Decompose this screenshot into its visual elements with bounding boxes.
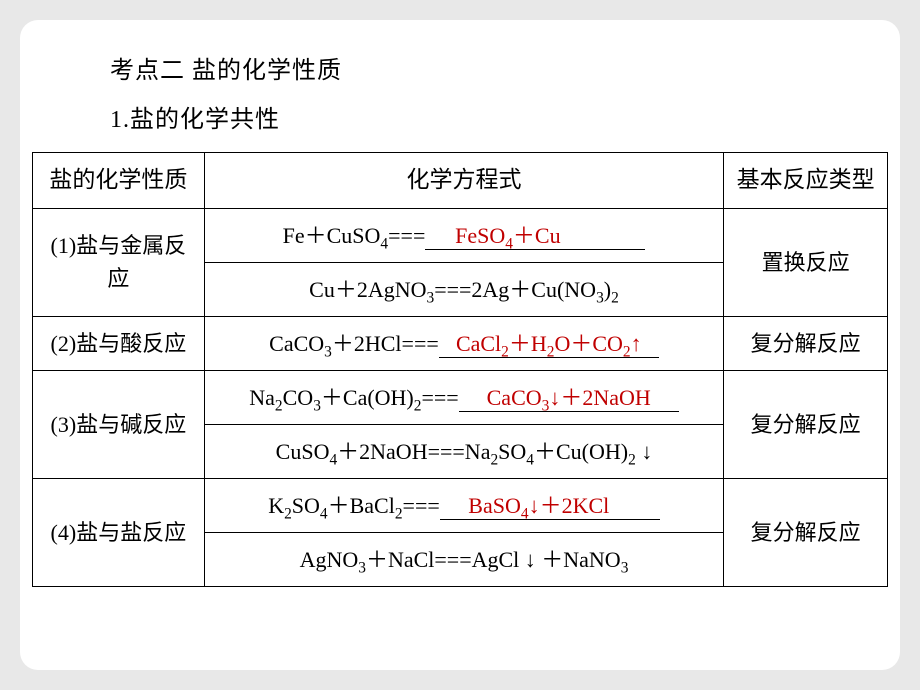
topic-heading: 考点二 盐的化学性质 xyxy=(110,50,900,85)
equation-cell: Cu＋2AgNO3===2Ag＋Cu(NO3)2 xyxy=(204,262,723,316)
type-cell: 复分解反应 xyxy=(724,316,888,370)
property-cell: (1)盐与金属反应 xyxy=(33,208,205,316)
table-row: (1)盐与金属反应 Fe＋CuSO4===FeSO4＋Cu 置换反应 xyxy=(33,208,888,262)
answer-blank: CaCO3↓＋2NaOH xyxy=(459,385,679,412)
property-cell: (3)盐与碱反应 xyxy=(33,370,205,478)
chemistry-table: 盐的化学性质 化学方程式 基本反应类型 (1)盐与金属反应 Fe＋CuSO4==… xyxy=(32,152,888,587)
table-row: (4)盐与盐反应 K2SO4＋BaCl2===BaSO4↓＋2KCl 复分解反应 xyxy=(33,478,888,532)
header-property: 盐的化学性质 xyxy=(33,153,205,209)
equation-prefix: K2SO4＋BaCl2=== xyxy=(268,493,440,518)
type-cell: 置换反应 xyxy=(724,208,888,316)
equation-cell: K2SO4＋BaCl2=== BaSO4↓＋2KCl xyxy=(204,478,723,532)
equation-cell: Fe＋CuSO4=== FeSO4＋Cu xyxy=(204,208,723,262)
answer-text: FeSO4＋Cu xyxy=(455,223,561,248)
answer-text: BaSO4↓＋2KCl xyxy=(468,493,609,518)
type-cell: 复分解反应 xyxy=(724,370,888,478)
sub-heading: 1.盐的化学共性 xyxy=(110,99,900,134)
answer-text: CaCO3↓＋2NaOH xyxy=(487,385,651,410)
equation-cell: CaCO3＋2HCl=== CaCl2＋H2O＋CO2↑ xyxy=(204,316,723,370)
header-equation: 化学方程式 xyxy=(204,153,723,209)
equation-cell: CuSO4＋2NaOH===Na2SO4＋Cu(OH)2 ↓ xyxy=(204,424,723,478)
type-cell: 复分解反应 xyxy=(724,478,888,586)
equation-prefix: Fe＋CuSO4=== xyxy=(283,223,426,248)
property-cell: (2)盐与酸反应 xyxy=(33,316,205,370)
answer-blank: BaSO4↓＋2KCl xyxy=(440,493,660,520)
property-cell: (4)盐与盐反应 xyxy=(33,478,205,586)
equation-cell: AgNO3＋NaCl===AgCl ↓ ＋NaNO3 xyxy=(204,532,723,586)
equation-prefix: Na2CO3＋Ca(OH)2=== xyxy=(249,385,458,410)
slide-page: 考点二 盐的化学性质 1.盐的化学共性 盐的化学性质 化学方程式 基本反应类型 … xyxy=(20,20,900,670)
answer-blank: CaCl2＋H2O＋CO2↑ xyxy=(439,331,659,358)
header-type: 基本反应类型 xyxy=(724,153,888,209)
equation-prefix: CaCO3＋2HCl=== xyxy=(269,331,439,356)
answer-text: CaCl2＋H2O＋CO2↑ xyxy=(456,331,642,356)
table-row: (2)盐与酸反应 CaCO3＋2HCl=== CaCl2＋H2O＋CO2↑ 复分解… xyxy=(33,316,888,370)
table-header-row: 盐的化学性质 化学方程式 基本反应类型 xyxy=(33,153,888,209)
answer-blank: FeSO4＋Cu xyxy=(425,223,645,250)
equation-cell: Na2CO3＋Ca(OH)2=== CaCO3↓＋2NaOH xyxy=(204,370,723,424)
table-row: (3)盐与碱反应 Na2CO3＋Ca(OH)2===CaCO3↓＋2NaOH 复… xyxy=(33,370,888,424)
